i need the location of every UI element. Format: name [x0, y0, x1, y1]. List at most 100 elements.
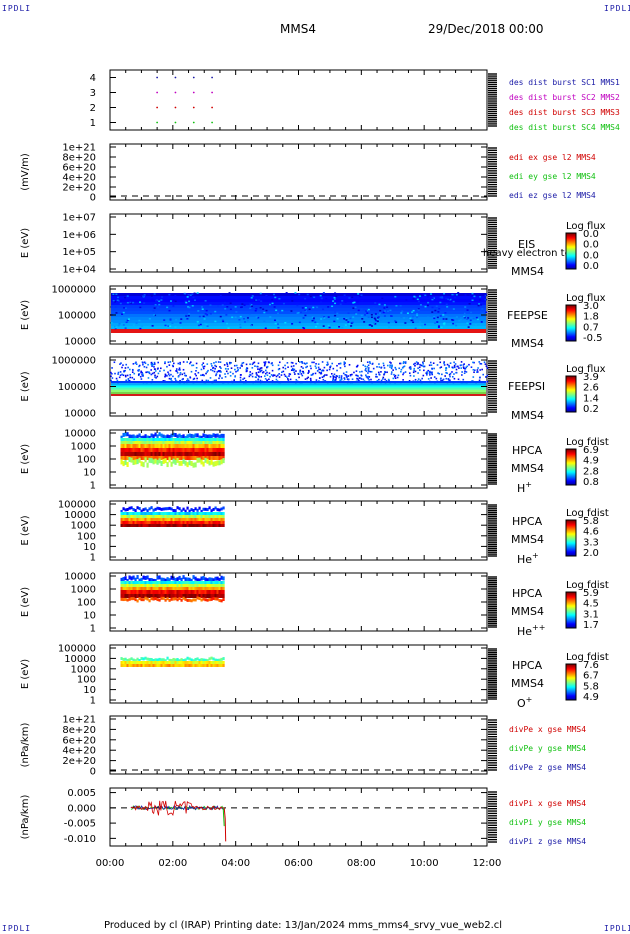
spectrogram-cell: [202, 594, 205, 598]
spectrogram-cell: [174, 459, 177, 465]
spectrogram-cell: [440, 366, 443, 368]
spectrogram-cell: [178, 594, 181, 598]
spectrogram-cell: [221, 377, 223, 379]
spectrogram-cell: [142, 515, 145, 518]
spectrogram-cell: [164, 507, 167, 511]
spectrogram-cell: [230, 362, 232, 364]
spectrogram-cell: [182, 507, 185, 511]
spectrogram-cell: [226, 365, 229, 368]
spectrogram-cell: [128, 597, 131, 601]
spectrogram-cell: [212, 444, 215, 448]
colorbar-band: [566, 666, 576, 668]
spectrogram-cell: [383, 310, 386, 312]
spectrogram-cell: [204, 598, 207, 602]
spectrogram-cell: [218, 444, 221, 448]
colorbar-tick-label: 0.2: [583, 404, 599, 415]
spectrogram-cell: [151, 363, 154, 365]
spacecraft-label: MMS4: [511, 533, 544, 546]
spectrogram-cell: [130, 448, 133, 452]
spectrogram-cell: [193, 299, 196, 302]
spectrogram-cell: [164, 512, 167, 515]
spectrogram-cell: [412, 298, 415, 300]
spectrogram-cell: [478, 361, 481, 363]
spectrogram-cell: [132, 324, 135, 326]
spectrogram-cell: [191, 364, 193, 367]
colorbar-band: [566, 682, 576, 684]
colorbar-band: [566, 387, 576, 389]
colorbar-title: Log flux: [566, 364, 606, 375]
spectrogram-cell: [166, 306, 169, 309]
spectrogram-cell: [404, 322, 407, 324]
colorbar-band: [566, 540, 576, 542]
spectrogram-cell: [340, 375, 343, 377]
spectrogram-cell: [128, 438, 131, 441]
spectrogram-cell: [287, 366, 289, 368]
spectrogram-cell: [198, 512, 201, 515]
spectrogram-cell: [134, 590, 137, 594]
spectrogram-cell: [180, 452, 183, 456]
spectrogram-cell: [204, 444, 207, 448]
spectrogram-cell: [152, 310, 155, 312]
colorbar-band: [566, 380, 576, 382]
spectrogram-cell: [215, 373, 218, 375]
spectrogram-cell: [198, 664, 201, 667]
spectrogram-cell: [395, 368, 397, 371]
spectrogram-cell: [124, 327, 127, 329]
spectrogram-cell: [176, 457, 179, 463]
spectrogram-cell: [365, 310, 368, 312]
colorbar-band: [566, 478, 576, 480]
spectrogram-cell: [130, 597, 133, 601]
spectrogram-cell: [454, 363, 457, 365]
spectrogram-cell: [178, 521, 181, 524]
spectrogram-cell: [210, 577, 213, 582]
spectrogram-cell: [138, 368, 140, 371]
spectrogram-cell: [295, 362, 297, 365]
spectrogram-cell: [120, 518, 123, 521]
spectrogram-cell: [210, 459, 213, 465]
spectrogram-cell: [160, 299, 163, 301]
spectrogram-cell: [170, 594, 173, 598]
spectrogram-cell: [184, 300, 187, 303]
spectrogram-cell: [220, 507, 223, 511]
y-tick-label: 1: [90, 553, 96, 564]
spectrogram-cell: [220, 441, 223, 444]
spectrogram-cell: [126, 448, 129, 452]
spectrogram-cell: [485, 365, 488, 368]
spectrogram-cell: [468, 293, 471, 295]
spectrogram-cell: [128, 584, 131, 587]
spectrogram-cell: [159, 367, 162, 370]
spectrogram-cell: [184, 524, 187, 527]
spectrogram-cell: [188, 521, 191, 524]
spectrogram-cell: [220, 661, 223, 664]
spectrogram-cell: [364, 369, 367, 371]
spectrogram-cell: [145, 366, 148, 369]
spectrogram-cell: [436, 321, 439, 323]
spectrogram-cell: [144, 448, 147, 452]
colorbar-band: [566, 524, 576, 526]
spectrogram-cell: [212, 433, 215, 438]
spectrogram-cell: [196, 584, 199, 587]
spectrogram-band: [111, 314, 486, 318]
spectrogram-cell: [136, 664, 139, 667]
spectrogram-cell: [202, 575, 205, 580]
spectrogram-cell: [196, 518, 199, 521]
spectrogram-cell: [419, 379, 422, 382]
spectrogram-cell: [121, 313, 124, 315]
spectrogram-cell: [134, 587, 137, 590]
spectrogram-cell: [202, 597, 205, 601]
spectrogram-cell: [449, 379, 451, 382]
spectrogram-cell: [257, 362, 260, 365]
spectrogram-cell: [184, 584, 187, 587]
spectrogram-cell: [122, 664, 125, 667]
spectrogram-cell: [113, 361, 116, 364]
spectrogram-cell: [366, 312, 369, 314]
spectrogram-cell: [184, 512, 187, 515]
species-charge: +: [525, 480, 532, 489]
spectrogram-cell: [201, 306, 204, 308]
spectrogram-cell: [146, 452, 149, 456]
spectrogram-cell: [178, 575, 181, 580]
spectrogram-cell: [150, 587, 153, 590]
spectrogram-cell: [322, 308, 325, 311]
spectrogram-cell: [190, 594, 193, 598]
spectrogram-cell: [210, 438, 213, 441]
